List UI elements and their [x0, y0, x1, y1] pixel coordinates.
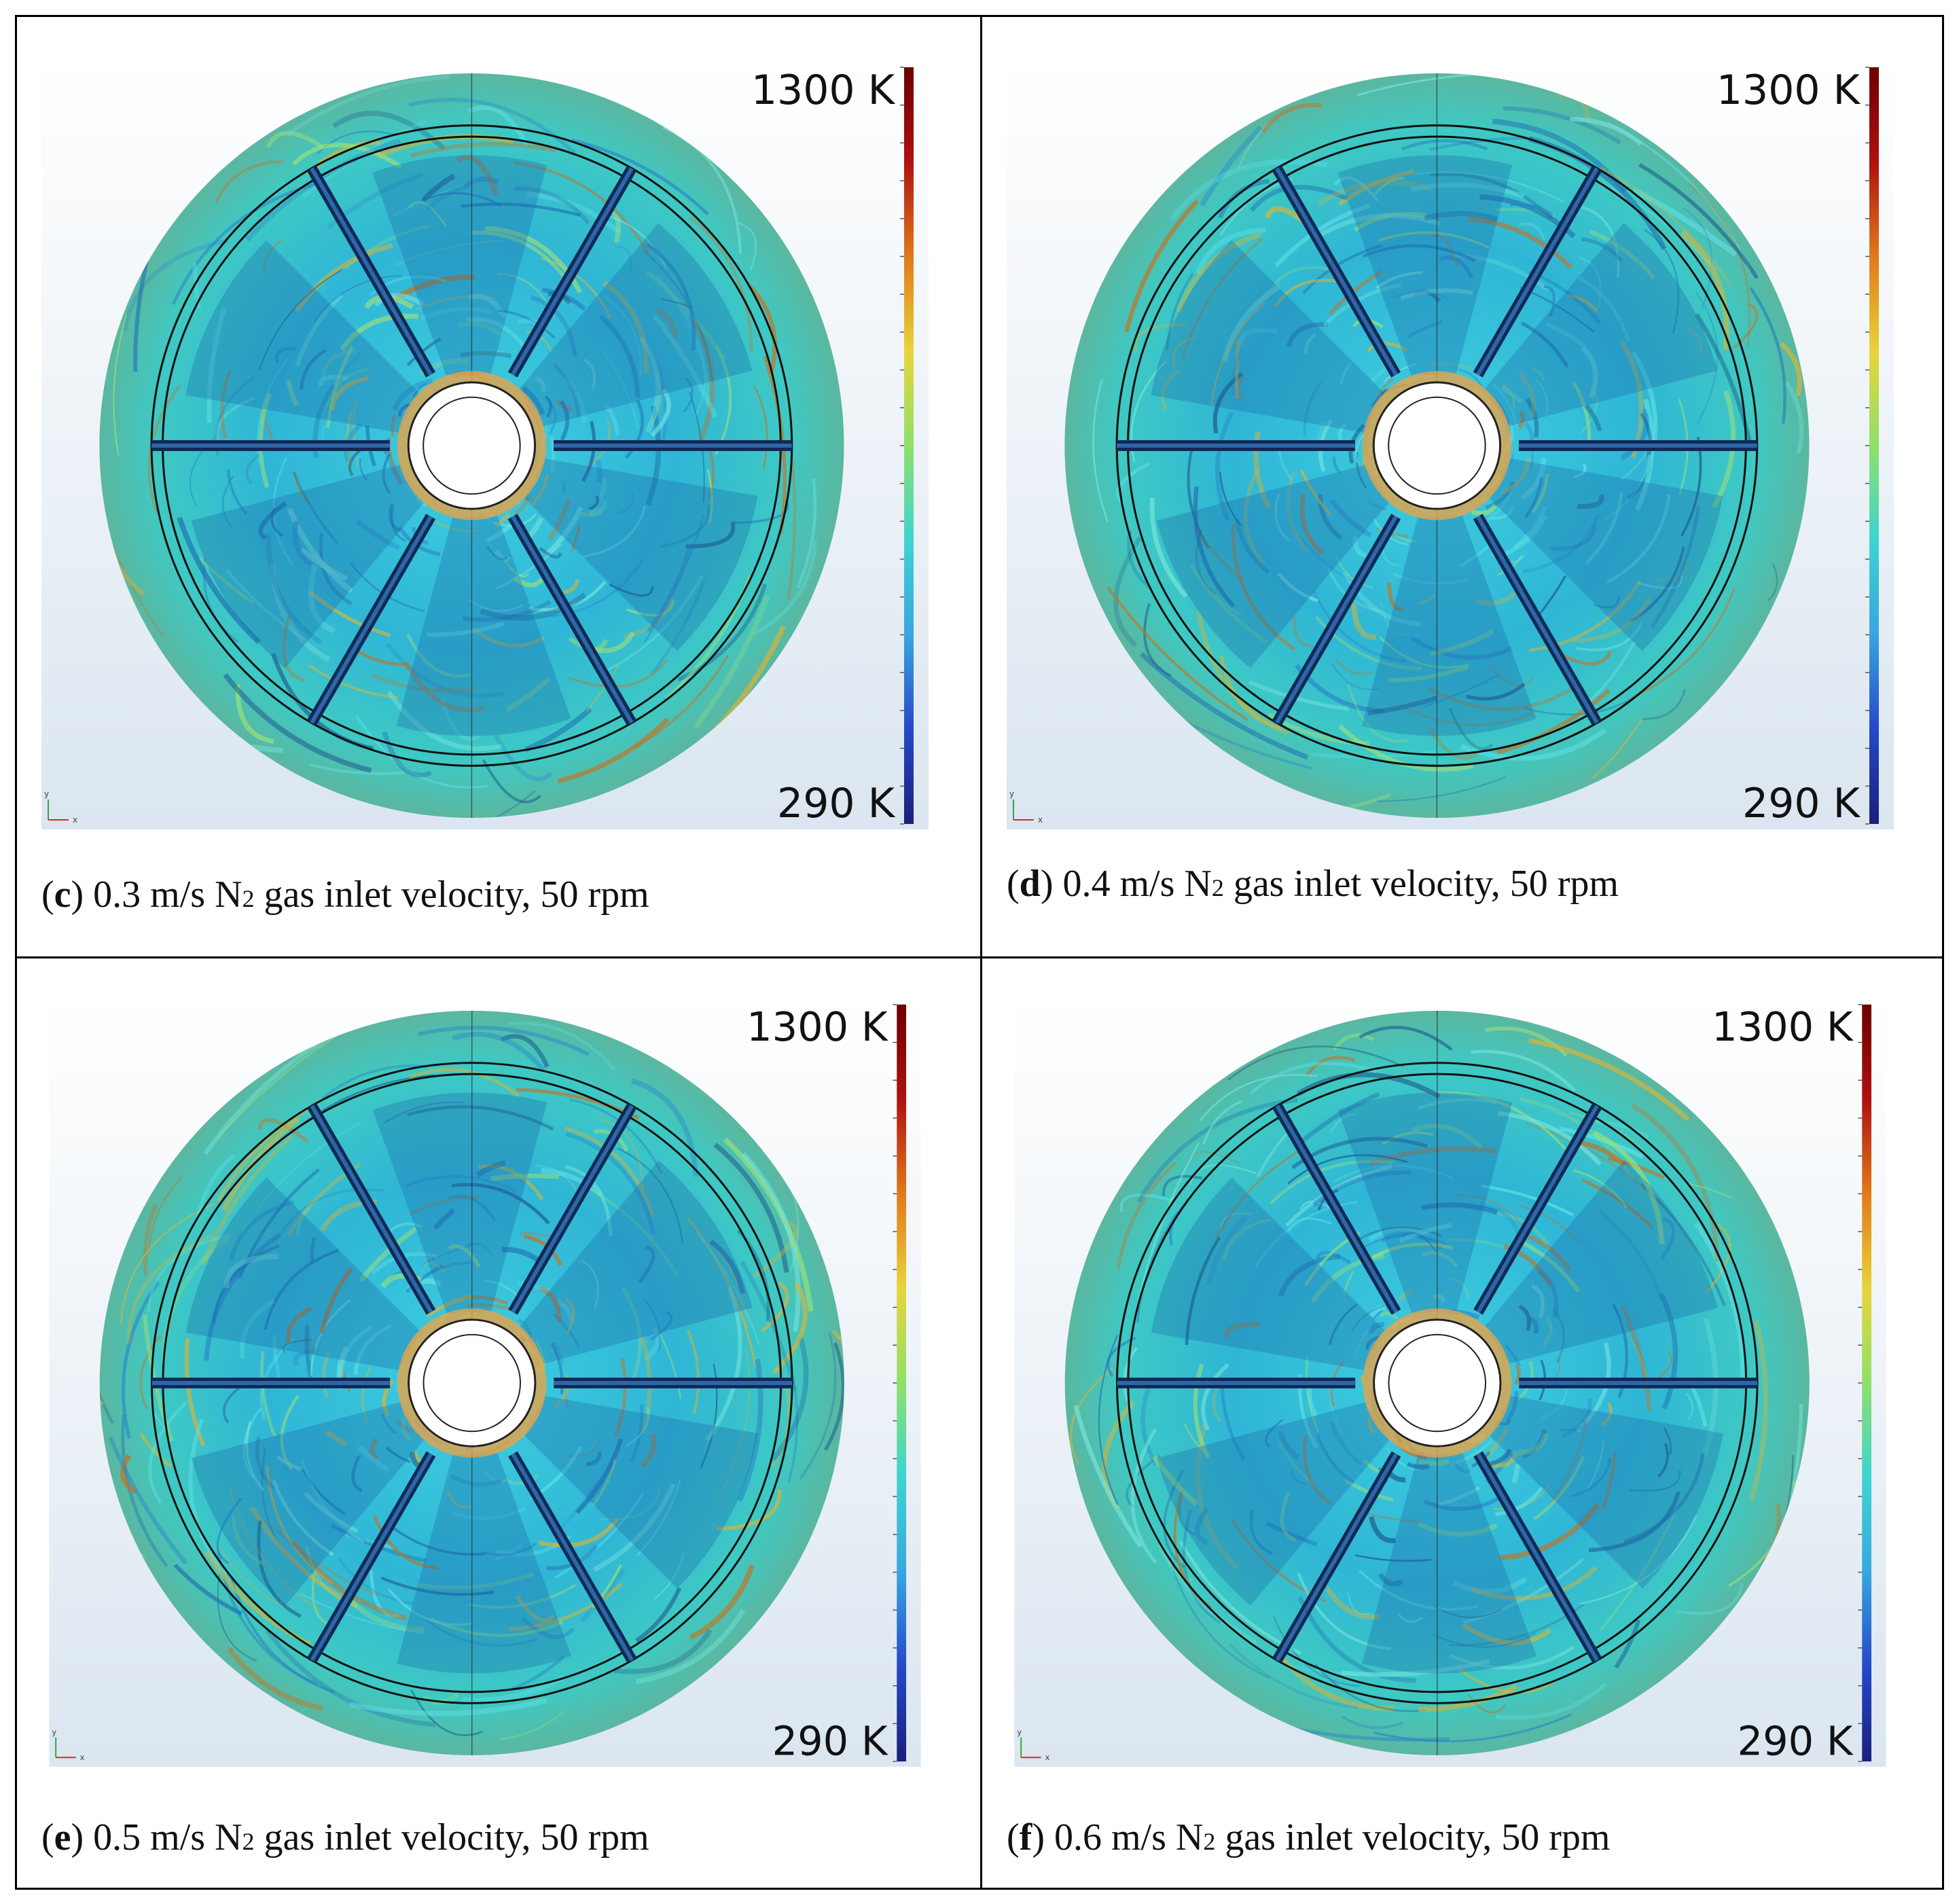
axes-triad: yx [1009, 789, 1043, 825]
flow-streaks [99, 75, 817, 819]
caption-letter: f [1019, 1816, 1032, 1858]
colorbar-min-label: 290 K [772, 1717, 888, 1764]
colorbar-min-label: 290 K [777, 780, 896, 827]
colorbar-max-label: 1300 K [1717, 67, 1861, 114]
caption-rest: gas inlet velocity, 50 rpm [254, 1816, 649, 1858]
y-axis-label: y [52, 1727, 56, 1737]
hub [1373, 1318, 1502, 1448]
figure-table-border [15, 15, 1944, 1890]
caption-e: (e) 0.5 m/s N2 gas inlet velocity, 50 rp… [41, 1816, 649, 1858]
colorbar-max-label: 1300 K [1712, 1003, 1854, 1050]
caption-c: (c) 0.3 m/s N2 gas inlet velocity, 50 rp… [41, 874, 649, 916]
axes-triad: yx [52, 1727, 84, 1762]
y-axis-label: y [1009, 789, 1014, 799]
x-axis-label: x [1038, 815, 1043, 825]
caption-f: (f) 0.6 m/s N2 gas inlet velocity, 50 rp… [1007, 1816, 1611, 1858]
caption-velocity: 0.6 m/s N [1054, 1816, 1204, 1858]
drum-cross-section [99, 1010, 844, 1756]
y-axis-label: y [44, 789, 49, 799]
x-axis-label: x [80, 1753, 85, 1762]
caption-subscript: 2 [242, 1828, 255, 1855]
x-axis-label: x [73, 815, 77, 825]
drum-cross-section [1064, 1010, 1810, 1756]
colorbar-min-label: 290 K [1742, 780, 1861, 827]
caption-rest: gas inlet velocity, 50 rpm [1215, 1816, 1611, 1858]
hub-inner-ring [423, 396, 521, 495]
colorbar-min-label: 290 K [1738, 1717, 1854, 1764]
caption-velocity: 0.5 m/s N [93, 1816, 242, 1858]
caption-letter: d [1019, 863, 1041, 905]
hub-inner-ring [1388, 1333, 1486, 1433]
caption-d: (d) 0.4 m/s N2 gas inlet velocity, 50 rp… [1007, 863, 1619, 905]
axes-triad: yx [44, 789, 77, 825]
caption-subscript: 2 [1211, 874, 1224, 901]
y-axis-label: y [1017, 1727, 1022, 1737]
x-axis-label: x [1045, 1753, 1050, 1762]
axes-triad: yx [1017, 1727, 1049, 1762]
caption-rest: gas inlet velocity, 50 rpm [1223, 863, 1619, 905]
colorbar-max-label: 1300 K [751, 67, 896, 114]
caption-velocity: 0.4 m/s N [1062, 863, 1212, 905]
caption-subscript: 2 [242, 885, 255, 912]
flow-streaks [99, 1015, 844, 1740]
flow-streaks [1070, 1026, 1803, 1742]
caption-letter: c [54, 874, 71, 916]
caption-letter: e [54, 1816, 71, 1858]
hub [408, 1318, 537, 1448]
hub-inner-ring [423, 1333, 521, 1433]
table-horizontal-divider [15, 956, 1944, 958]
flow-streaks [1092, 73, 1804, 814]
caption-rest: gas inlet velocity, 50 rpm [254, 874, 649, 916]
hub [407, 381, 537, 510]
colorbar [1869, 67, 1879, 824]
table-vertical-divider [980, 15, 982, 1890]
hub-inner-ring [1388, 396, 1486, 495]
caption-velocity: 0.3 m/s N [93, 874, 242, 916]
caption-subscript: 2 [1203, 1828, 1216, 1855]
drum-cross-section [99, 73, 844, 819]
colorbar [1862, 1004, 1872, 1762]
colorbar [897, 1004, 907, 1762]
colorbar [904, 67, 914, 824]
hub [1372, 381, 1502, 510]
drum-cross-section [1064, 73, 1810, 819]
colorbar-max-label: 1300 K [747, 1003, 888, 1050]
